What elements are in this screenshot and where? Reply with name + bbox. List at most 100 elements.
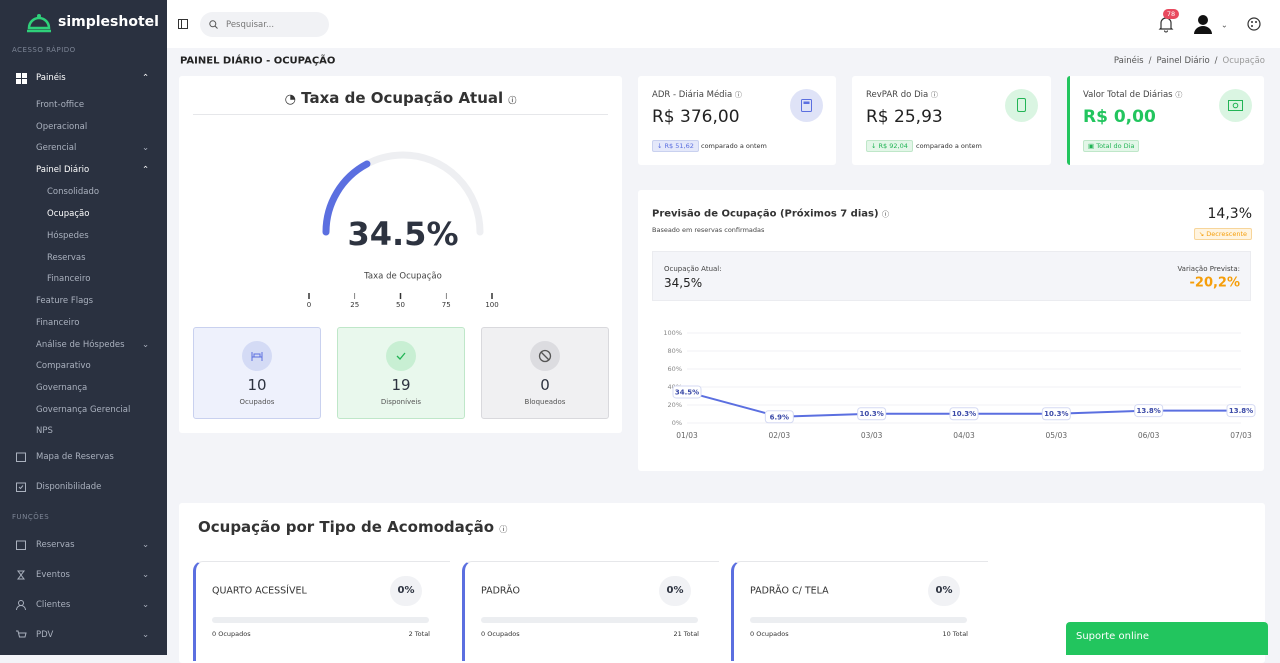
money-icon [1219,89,1252,122]
submenu-item[interactable]: Consolidado [47,187,100,197]
menu-icon [17,570,25,580]
submenu-item[interactable]: Reservas [47,253,86,263]
info-icon: ⓘ [508,96,517,105]
menu-item[interactable]: Comparativo [36,361,91,371]
calculator-icon [790,89,823,122]
kpi-label: ADR - Diária Média ⓘ [652,90,742,100]
menu-icon [16,540,26,550]
menu-item[interactable]: NPS [36,426,53,436]
sidebar: simpleshotel ACESSO RÁPIDO Painéis ⌃ Fro… [0,0,167,655]
badge-text: Total do Dia [1096,142,1135,150]
room-total: 10 Total [942,630,968,638]
menu-item[interactable]: Gerencial [36,143,77,153]
search-placeholder: Pesquisar... [226,19,275,30]
pie-icon: ◔ [284,92,296,107]
breadcrumb-item[interactable]: Painel Diário [1156,56,1210,66]
logo-icon [27,14,51,33]
menu-icon [16,600,26,611]
label-text: ADR - Diária Média [652,90,733,100]
menu-item[interactable]: Disponibilidade [36,482,102,492]
kpi-label: RevPAR do Dia ⓘ [866,90,938,100]
menu-item[interactable]: Front-office [36,100,85,110]
summary-box: Ocupação Atual: 34,5% Variação Prevista:… [652,251,1251,301]
breadcrumb-item[interactable]: Painéis [1113,56,1144,66]
kpi-label: Valor Total de Diárias ⓘ [1083,90,1182,100]
info-icon: ⓘ [734,91,742,99]
divider [193,114,608,115]
separator: / [1214,56,1218,66]
occupancy-card: ◔ Taxa de Ocupação Atual ⓘ 10 Ocupados 1… [179,76,622,433]
badge-text: R$ 92,04 [878,142,908,150]
title-text: Previsão de Ocupação (Próximos 7 dias) [652,208,879,220]
badge-text: R$ 51,62 [664,142,694,150]
menu-item[interactable]: Análise de Hóspedes [36,340,125,350]
submenu-item-active[interactable]: Ocupação [47,209,90,219]
room-occupied: 0 Ocupados [750,630,789,638]
chevron: ⌄ [142,540,150,550]
title-text: Taxa de Ocupação Atual [301,89,504,107]
menu-item[interactable]: Governança [36,383,88,393]
info-icon: ⓘ [499,525,508,534]
support-button[interactable]: Suporte online [1066,622,1268,655]
kpi-badge: ↓ R$ 92,04 [866,140,913,152]
room-card: QUARTO ACESSÍVEL 0% 0 Ocupados 2 Total [193,561,450,661]
menu-item[interactable]: Feature Flags [36,296,94,306]
chevron: ⌄ [142,630,150,640]
progress-bar [481,617,698,623]
menu-item[interactable]: Clientes [36,600,71,610]
label-text: RevPAR do Dia [866,90,929,100]
chevron: ⌄ [142,143,150,153]
submenu-item[interactable]: Hóspedes [47,231,89,241]
stat-label: Disponíveis [380,398,422,406]
menu-icon [16,452,26,462]
room-total: 2 Total [408,630,430,638]
theme-icon[interactable] [1247,17,1261,31]
room-occupied: 0 Ocupados [481,630,520,638]
menu-item[interactable]: Painel Diário [36,165,90,175]
kpi-value: R$ 0,00 [1083,107,1156,127]
room-card: PADRÃO 0% 0 Ocupados 21 Total [462,561,719,661]
menu-item[interactable]: Governança Gerencial [36,405,131,415]
search-box[interactable]: Pesquisar... [200,12,329,37]
chevron: ⌄ [142,570,150,580]
room-card: PADRÃO C/ TELA 0% 0 Ocupados 10 Total [731,561,988,661]
info-icon: ⓘ [930,91,938,99]
section-title: FUNÇÕES [12,513,50,521]
progress-bar [750,617,967,623]
menu-item[interactable]: Reservas [36,540,75,550]
bed-icon [242,341,272,371]
menu-item[interactable]: Operacional [36,122,88,132]
room-occupied: 0 Ocupados [212,630,251,638]
kpi-badge: ▣ Total do Dia [1083,140,1140,152]
card-title: ◔ Taxa de Ocupação Atual ⓘ [179,89,622,107]
section-title: Ocupação por Tipo de Acomodação ⓘ [198,518,507,536]
chevron: ⌃ [142,165,150,175]
notification-badge: 78 [1163,9,1179,19]
summary-label: Variação Prevista: [1177,265,1240,273]
menu-item[interactable]: Eventos [36,570,70,580]
stat-value: 10 [247,376,267,394]
avatar[interactable] [1192,13,1214,35]
menu-icon [16,630,27,638]
summary-value: 34,5% [664,276,703,290]
topbar: Pesquisar... 78 ⌄ [167,0,1280,48]
stat-value: 0 [540,376,550,394]
menu-item[interactable]: Financeiro [36,318,80,328]
stat-box: 0 Bloqueados [481,327,609,419]
menu-item[interactable]: Painéis [36,73,66,83]
menu-item[interactable]: Mapa de Reservas [36,452,114,462]
room-name: QUARTO ACESSÍVEL [212,585,307,597]
search-icon [209,20,218,29]
kpi-note: comparado a ontem [701,142,767,150]
check-icon [386,341,416,371]
sidebar-toggle[interactable] [178,19,188,29]
title-text: Ocupação por Tipo de Acomodação [198,518,495,536]
submenu-item[interactable]: Financeiro [47,274,91,284]
badge-text: Decrescente [1206,230,1247,238]
room-total: 21 Total [673,630,699,638]
breadcrumb-item: Ocupação [1222,56,1265,66]
menu-item[interactable]: PDV [36,630,54,640]
kpi-value: R$ 25,93 [866,107,943,127]
progress-bar [212,617,429,623]
chevron: ⌄ [142,340,150,350]
